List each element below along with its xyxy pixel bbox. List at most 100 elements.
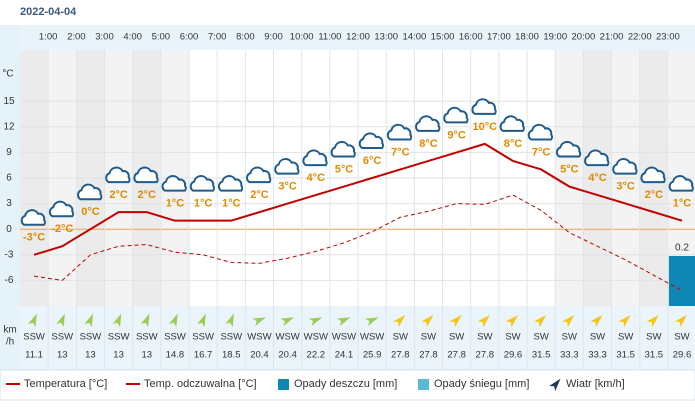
temp-label: 2°C (645, 189, 664, 201)
temp-label: 7°C (532, 146, 551, 158)
wind-speed: 33.3 (560, 350, 579, 361)
weather-icon (584, 149, 610, 167)
wind-speed: 13 (113, 350, 124, 361)
wind-speed: 24.1 (335, 350, 354, 361)
wind-direction: SSW (80, 332, 102, 343)
weather-icon (612, 158, 638, 175)
x-tick-label: 13:00 (374, 32, 398, 43)
temp-label: 7°C (391, 146, 410, 158)
temp-label: 9°C (447, 129, 466, 141)
weather-icon (443, 106, 469, 124)
wind-arrow (84, 313, 94, 328)
wind-direction: SSW (164, 332, 186, 343)
wind-speed: 31.5 (645, 350, 664, 361)
wind-arrow (225, 313, 234, 328)
wind-direction: WSW (360, 332, 384, 343)
x-tick-label: 1:00 (39, 32, 58, 43)
x-tick-label: 16:00 (459, 32, 483, 43)
wind-arrow (421, 315, 434, 328)
weather-icon (133, 166, 159, 184)
x-tick-label: 20:00 (572, 32, 596, 43)
temp-label: 4°C (307, 172, 326, 184)
weather-icon (302, 149, 328, 167)
legend-label: Opady deszczu [mm] (294, 378, 397, 390)
y-tick-label: 3 (6, 198, 12, 209)
temp-label: 0°C (81, 206, 100, 218)
wind-speed: 20.4 (250, 350, 269, 361)
legend-swatch (418, 379, 429, 390)
wind-speed: 13 (141, 350, 152, 361)
weather-icon (358, 132, 384, 149)
wind-speed: 16.7 (194, 350, 213, 361)
wind-speed: 22.2 (307, 350, 326, 361)
temp-label: 10°C (473, 121, 498, 133)
x-tick-label: 2:00 (67, 32, 86, 43)
wind-speed: 31.5 (616, 350, 635, 361)
temp-label: 2°C (138, 189, 157, 201)
x-tick-label: 8:00 (236, 32, 255, 43)
x-tick-label: 21:00 (600, 32, 624, 43)
wind-direction: SSW (192, 332, 214, 343)
wind-direction: SW (646, 332, 661, 343)
wind-arrow (280, 317, 295, 326)
temp-label: 4°C (588, 172, 607, 184)
x-tick-label: 15:00 (431, 32, 455, 43)
x-tick-label: 22:00 (628, 32, 652, 43)
wind-arrow (562, 315, 575, 328)
weather-icon (274, 158, 300, 175)
x-tick-label: 19:00 (543, 32, 567, 43)
wind-arrow (505, 315, 518, 328)
wind-direction: SW (590, 332, 605, 343)
wind-speed: 31.5 (532, 350, 551, 361)
x-tick-label: 10:00 (290, 32, 314, 43)
wind-direction: SW (533, 332, 548, 343)
wind-direction: WSW (332, 332, 356, 343)
wind-speed: 27.8 (391, 350, 410, 361)
wind-arrow (618, 315, 631, 328)
axis-bg (0, 25, 20, 370)
x-tick-label: 6:00 (180, 32, 199, 43)
wind-direction: SSW (51, 332, 73, 343)
date-title: 2022-04-04 (20, 6, 77, 18)
wind-unit: km (3, 325, 16, 336)
temp-label: 1°C (166, 198, 185, 210)
wind-arrow (449, 315, 462, 328)
wind-arrow (56, 313, 65, 328)
weather-icon (105, 166, 131, 184)
weather-icon (499, 115, 525, 132)
wind-arrow (534, 315, 547, 328)
temp-label: -2°C (51, 223, 73, 235)
y-tick-label: 0 (6, 224, 12, 235)
x-tick-label: 4:00 (123, 32, 142, 43)
weather-icon (189, 175, 215, 192)
wind-direction: SSW (108, 332, 130, 343)
felt-line (34, 194, 683, 292)
wind-speed: 20.4 (278, 350, 297, 361)
wind-arrow (646, 315, 659, 328)
legend-label: Temperatura [°C] (24, 378, 107, 390)
weather-icon (20, 209, 46, 226)
weather-icon (217, 175, 244, 192)
y-tick-label: 6 (6, 173, 12, 184)
temp-label: 8°C (419, 138, 438, 150)
y-tick-label: -3 (5, 249, 14, 260)
wind-arrow (197, 313, 206, 328)
wind-speed: 29.6 (504, 350, 523, 361)
y-tick-label: 12 (3, 121, 15, 132)
wind-arrow (140, 313, 150, 328)
wind-direction: SW (393, 332, 408, 343)
x-tick-label: 12:00 (346, 32, 370, 43)
temp-label: 1°C (194, 198, 213, 210)
weather-icon (668, 175, 694, 192)
wind-arrow (28, 313, 37, 328)
wind-arrow (365, 317, 379, 326)
weather-icon (471, 98, 497, 115)
legend-label: Temp. odczuwalna [°C] (144, 378, 257, 390)
y-tick-label: 15 (3, 96, 15, 107)
wind-arrow (112, 313, 122, 328)
x-tick-label: 3:00 (95, 32, 114, 43)
wind-direction: SSW (136, 332, 158, 343)
x-tick-label: 18:00 (515, 32, 539, 43)
weather-icon (386, 123, 413, 141)
